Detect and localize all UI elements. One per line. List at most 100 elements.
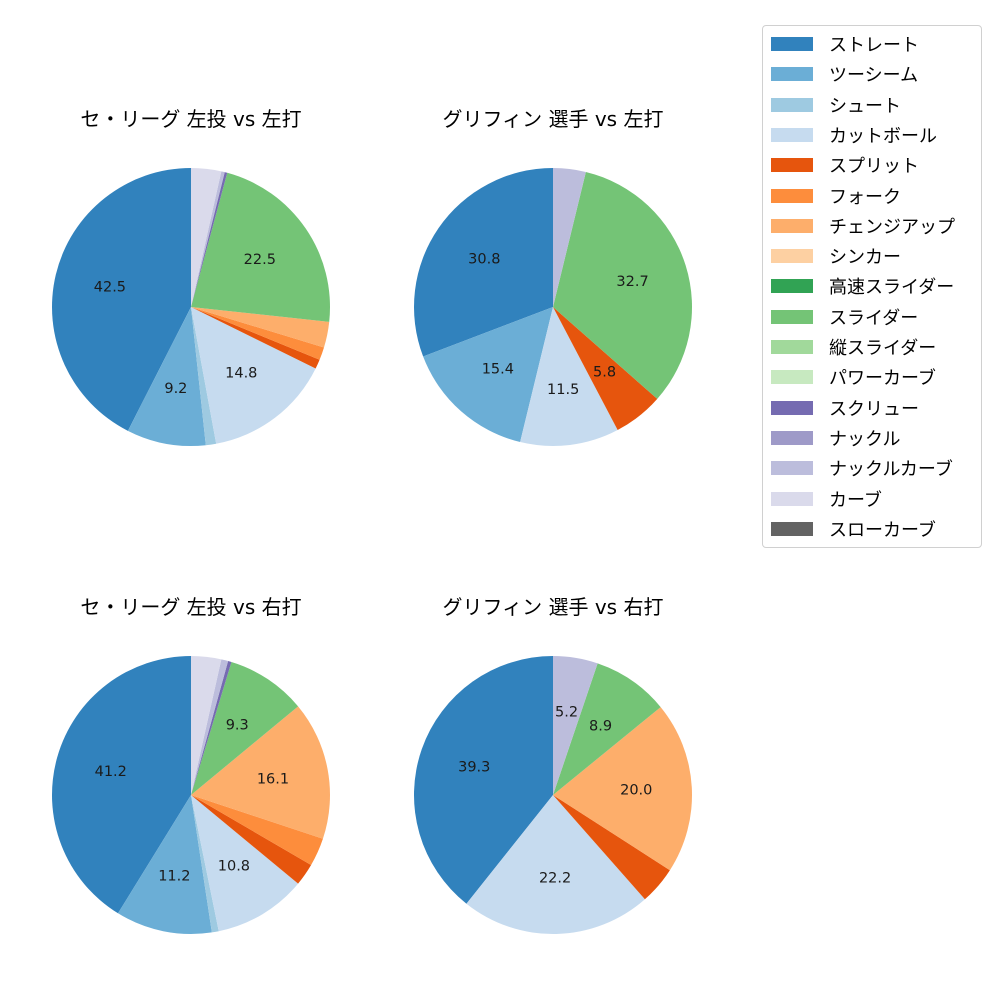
pie-slice <box>466 795 645 935</box>
legend-item: スクリュー <box>771 398 919 420</box>
legend-label: パワーカーブ <box>829 368 936 390</box>
pie-slice <box>191 656 222 795</box>
pie-slice <box>553 307 658 431</box>
legend-label: 高速スライダー <box>829 277 955 299</box>
pie-chart-league-lhp-vs-rhb: セ・リーグ 左投 vs 右打 41.2 11.2 10.8 16.1 9.3 <box>21 591 361 991</box>
slice-percentage-label: 15.4 <box>482 362 514 378</box>
legend-label: 縦スライダー <box>829 338 937 359</box>
pie-slice <box>423 307 553 443</box>
legend-item: ストレート <box>771 34 919 56</box>
pie-slice <box>553 168 586 307</box>
legend-swatch <box>771 188 813 203</box>
slice-percentage-label: 10.8 <box>218 859 250 875</box>
legend-swatch <box>771 309 813 324</box>
legend-item: スローカーブ <box>771 519 936 541</box>
pie-slice <box>127 307 206 447</box>
pie-slice <box>191 706 330 839</box>
slice-percentage-label: 42.5 <box>94 280 126 296</box>
pie-slice <box>191 307 320 369</box>
pie-slice <box>191 795 323 865</box>
pie-graphic: 42.5 9.2 14.8 22.5 <box>52 168 331 447</box>
pie-slice <box>191 795 312 884</box>
slice-percentage-label: 14.8 <box>225 366 257 382</box>
pie-chart-league-lhp-vs-lhb: セ・リーグ 左投 vs 左打 42.5 9.2 14.8 22.5 <box>21 103 361 503</box>
pie-chart-griffin-vs-lhb: グリフィン 選手 vs 左打 30.8 15.4 11.5 5.8 32.7 <box>383 103 723 503</box>
legend-swatch <box>771 279 813 294</box>
legend-swatch <box>771 97 813 112</box>
chart-title: セ・リーグ 左投 vs 左打 <box>80 107 302 131</box>
legend-label: カットボール <box>829 125 937 147</box>
legend-label: スローカーブ <box>829 519 936 541</box>
pie-slice <box>191 659 229 795</box>
slice-percentage-label: 20.0 <box>620 782 652 798</box>
legend-label: スクリュー <box>829 398 919 420</box>
legend-label: ツーシーム <box>829 65 919 87</box>
legend-item: チェンジアップ <box>771 216 955 238</box>
legend-swatch <box>771 521 813 536</box>
legend-swatch <box>771 491 813 506</box>
legend-swatch <box>771 37 813 51</box>
pie-slice <box>191 172 228 307</box>
legend-swatch <box>771 158 813 173</box>
chart-title: グリフィン 選手 vs 左打 <box>442 107 664 131</box>
pie-slice <box>51 656 191 914</box>
pie-graphic: 30.8 15.4 11.5 5.8 32.7 <box>414 168 693 447</box>
pie-slice <box>191 168 222 307</box>
legend-swatch <box>771 249 813 264</box>
pie-slice <box>191 307 330 348</box>
legend-label: チェンジアップ <box>829 216 955 238</box>
legend-label: ナックルカーブ <box>829 459 953 481</box>
legend-label: フォーク <box>829 186 901 208</box>
slice-percentage-label: 5.2 <box>555 705 578 721</box>
slice-percentage-label: 9.2 <box>164 381 187 397</box>
pie-slice <box>191 795 299 932</box>
legend-label: ストレート <box>829 35 919 56</box>
legend-item: ナックル <box>771 428 901 450</box>
legend: ストレートツーシームシュートカットボール スプリットフォークチェンジアップ シンカー… <box>762 25 982 548</box>
legend-label: シンカー <box>829 247 901 269</box>
pie-slice <box>191 662 299 795</box>
pie-slice <box>191 171 225 307</box>
pie-slice <box>553 656 598 795</box>
pie-slice <box>191 172 331 322</box>
slice-percentage-label: 16.1 <box>257 772 289 788</box>
pie-slice <box>553 171 693 399</box>
chart-title: グリフィン 選手 vs 右打 <box>442 595 664 619</box>
legend-swatch <box>771 67 813 82</box>
pie-graphic: 41.2 11.2 10.8 16.1 9.3 <box>51 656 330 934</box>
legend-swatch <box>771 218 813 233</box>
legend-label: シュート <box>829 95 901 117</box>
legend-swatch <box>771 340 813 354</box>
pie-slice <box>191 661 232 795</box>
chart-title: セ・リーグ 左投 vs 右打 <box>80 595 302 619</box>
pie-slice <box>520 307 618 447</box>
slice-percentage-label: 11.2 <box>158 869 190 885</box>
slice-percentage-label: 22.5 <box>244 252 276 268</box>
slice-percentage-label: 11.5 <box>547 382 579 398</box>
pie-slice <box>414 656 553 904</box>
legend-swatch <box>771 430 813 445</box>
slice-percentage-label: 5.8 <box>593 365 616 381</box>
legend-swatch <box>771 461 813 476</box>
pie-slice <box>414 168 553 357</box>
slice-percentage-label: 8.9 <box>589 718 612 734</box>
legend-label: スライダー <box>829 307 919 329</box>
slice-percentage-label: 41.2 <box>95 764 127 780</box>
pie-chart-griffin-vs-rhb: グリフィン 選手 vs 右打 39.3 22.2 20.0 8.9 5.2 <box>383 591 723 991</box>
slice-percentage-label: 39.3 <box>458 759 490 775</box>
legend-item: 高速スライダー <box>771 276 955 299</box>
legend-item: ツーシーム <box>771 64 919 87</box>
legend-item: パワーカーブ <box>771 367 936 390</box>
legend-item: スライダー <box>771 307 919 329</box>
legend-label: カーブ <box>829 489 882 511</box>
legend-item: フォーク <box>771 186 901 208</box>
legend-label: ナックル <box>829 428 901 450</box>
slice-percentage-label: 32.7 <box>616 274 648 290</box>
legend-item: スプリット <box>771 155 919 178</box>
slice-percentage-label: 22.2 <box>539 870 571 886</box>
legend-item: シンカー <box>771 246 901 269</box>
pie-slice <box>191 795 219 933</box>
legend-item: 縦スライダー <box>771 337 937 359</box>
pie-slice <box>553 663 661 795</box>
legend-label: スプリット <box>829 156 919 178</box>
